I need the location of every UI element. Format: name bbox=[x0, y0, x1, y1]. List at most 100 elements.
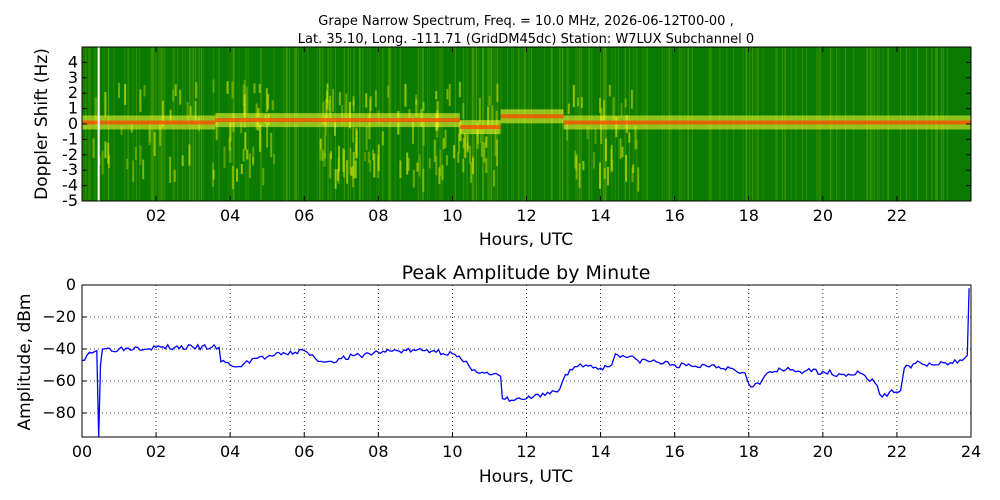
spectrogram-speckle bbox=[240, 164, 243, 174]
figure-title-line1: Grape Narrow Spectrum, Freq. = 10.0 MHz,… bbox=[318, 14, 733, 29]
spectrogram-speckle bbox=[464, 133, 467, 158]
spectrogram-speckle bbox=[346, 160, 349, 184]
spectrogram-speckle bbox=[441, 164, 444, 181]
spectrogram-speckle bbox=[159, 122, 162, 146]
spectrogram-speckle bbox=[418, 154, 421, 177]
spectrogram-speckle bbox=[101, 150, 104, 175]
spectrogram-speckle bbox=[469, 145, 471, 164]
spectrogram-y-tick-label: 1 bbox=[68, 99, 78, 118]
spectrogram-speckle bbox=[422, 102, 425, 111]
spectrogram-noise-column bbox=[528, 47, 530, 201]
spectrogram-speckle bbox=[416, 162, 419, 172]
amplitude-grid bbox=[82, 285, 971, 437]
spectrogram-y-label: Doppler Shift (Hz) bbox=[32, 48, 52, 200]
amplitude-x-tick-label: 14 bbox=[590, 442, 610, 461]
spectrogram-y-tick-label: -2 bbox=[62, 145, 78, 164]
spectrogram-speckle bbox=[242, 149, 245, 162]
spectrogram-speckle bbox=[352, 127, 354, 143]
spectrogram-speckle bbox=[319, 138, 322, 161]
spectrogram-speckle bbox=[355, 143, 358, 154]
spectrogram-speckle bbox=[603, 100, 605, 122]
spectrogram-speckle bbox=[599, 98, 601, 113]
spectrogram-speckle bbox=[161, 100, 164, 127]
spectrogram-speckle bbox=[586, 126, 589, 140]
spectrogram-speckle bbox=[494, 128, 497, 157]
spectrogram-speckle bbox=[236, 168, 238, 182]
spectrogram-speckle bbox=[496, 139, 498, 167]
spectrogram-noise-column bbox=[500, 47, 502, 201]
spectrogram-speckle bbox=[367, 151, 370, 163]
amplitude-y-tick-label: −80 bbox=[42, 403, 76, 422]
spectrogram-speckle bbox=[329, 153, 332, 179]
spectrogram-speckle bbox=[369, 96, 372, 112]
amplitude-y-tick-label: −40 bbox=[42, 339, 76, 358]
spectrogram-speckle bbox=[104, 92, 107, 117]
spectrogram-speckle bbox=[495, 110, 498, 129]
spectrogram-speckle bbox=[189, 106, 192, 117]
spectrogram-speckle bbox=[582, 161, 585, 171]
spectrogram-x-tick-label: 06 bbox=[294, 206, 314, 225]
spectrogram-speckle bbox=[271, 100, 274, 111]
spectrogram-speckle bbox=[352, 96, 355, 106]
spectrogram-speckle bbox=[630, 89, 633, 109]
spectrogram-speckle bbox=[338, 145, 340, 172]
spectrogram-noise-column bbox=[562, 47, 563, 201]
spectrogram-speckle bbox=[372, 149, 374, 161]
spectrogram-speckle bbox=[634, 125, 637, 150]
carrier-core bbox=[215, 118, 460, 123]
spectrogram-speckle bbox=[462, 158, 465, 173]
amplitude-y-tick-label: −20 bbox=[42, 307, 76, 326]
spectrogram-x-tick-label: 20 bbox=[813, 206, 833, 225]
spectrogram-speckle bbox=[244, 132, 247, 150]
spectrogram-speckle bbox=[439, 149, 442, 176]
spectrogram-speckle bbox=[415, 94, 418, 105]
spectrogram-noise-column bbox=[511, 47, 513, 201]
amplitude-y-tick-label: −60 bbox=[42, 371, 76, 390]
spectrogram-y-tick-label: -4 bbox=[62, 176, 78, 195]
spectrogram-noise-column bbox=[531, 47, 532, 201]
amplitude-x-tick-label: 22 bbox=[887, 442, 907, 461]
spectrogram-speckle bbox=[592, 152, 595, 169]
spectrogram-speckle bbox=[338, 92, 341, 106]
spectrogram-speckle bbox=[600, 116, 603, 144]
spectrogram-speckle bbox=[412, 169, 415, 188]
spectrogram-y-tick-label: -1 bbox=[62, 129, 78, 148]
spectrogram-speckle bbox=[319, 138, 322, 150]
spectrogram-speckle bbox=[253, 83, 256, 94]
spectrogram-y-tick-label: 3 bbox=[68, 68, 78, 87]
spectrogram-speckle bbox=[252, 157, 255, 166]
spectrogram-noise-column bbox=[521, 47, 523, 201]
spectrogram-speckle bbox=[462, 103, 465, 120]
spectrogram-speckle bbox=[365, 125, 368, 150]
spectrogram-speckle bbox=[139, 89, 142, 112]
spectrogram-speckle bbox=[485, 158, 488, 173]
spectrogram-y-tick-label: -5 bbox=[62, 191, 78, 210]
spectrogram-speckle bbox=[444, 129, 447, 148]
figure-title-line2: Lat. 35.10, Long. -111.71 (GridDM45dc) S… bbox=[298, 32, 754, 47]
spectrogram-noise-column bbox=[550, 47, 552, 201]
amplitude-x-tick-label: 06 bbox=[294, 442, 314, 461]
spectrogram-speckle bbox=[229, 120, 232, 142]
spectrogram-speckle bbox=[608, 84, 611, 97]
spectrogram-speckle bbox=[267, 94, 270, 110]
spectrogram-x-tick-label: 10 bbox=[442, 206, 462, 225]
spectrogram-speckle bbox=[266, 123, 269, 148]
spectrogram-speckle bbox=[355, 130, 358, 158]
spectrogram-speckle bbox=[572, 85, 575, 108]
spectrogram-noise-column bbox=[562, 47, 564, 201]
spectrogram-speckle bbox=[92, 138, 95, 158]
spectrogram-speckle bbox=[435, 155, 438, 176]
spectrogram-speckle bbox=[143, 85, 146, 97]
spectrogram-speckle bbox=[580, 96, 583, 109]
spectrogram-speckle bbox=[428, 158, 431, 169]
spectrogram-speckle bbox=[453, 145, 456, 159]
spectrogram-speckle bbox=[349, 147, 352, 175]
spectrogram-y-tick-label: 0 bbox=[68, 114, 78, 133]
spectrogram-speckle bbox=[343, 149, 346, 178]
carrier-core bbox=[500, 114, 564, 119]
spectrogram-speckle bbox=[487, 106, 490, 128]
spectrogram-speckle bbox=[188, 144, 191, 166]
spectrogram-speckle bbox=[436, 122, 439, 138]
amplitude-x-tick-label: 20 bbox=[813, 442, 833, 461]
spectrogram-speckle bbox=[566, 120, 569, 141]
